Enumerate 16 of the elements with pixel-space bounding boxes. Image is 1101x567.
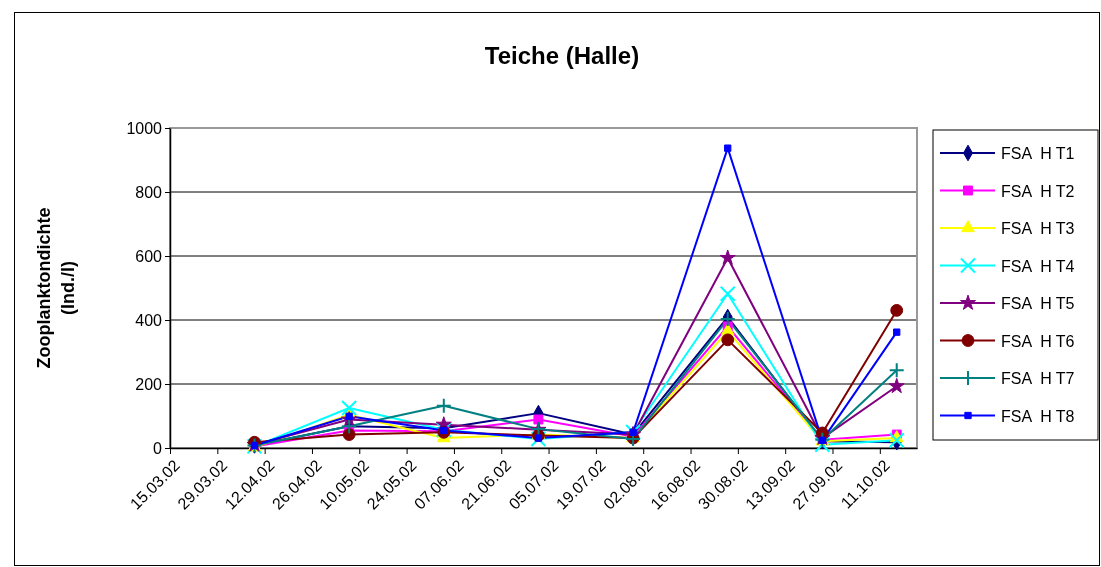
- y-tick-label: 200: [135, 375, 163, 393]
- y-tick-label: 600: [135, 247, 163, 265]
- legend-label: FSA H T5: [1001, 295, 1075, 312]
- legend-label: FSA H T4: [1001, 257, 1075, 275]
- y-axis-title: Zooplanktondichte (Ind./l): [34, 207, 78, 369]
- y-tick-label: 1000: [126, 119, 163, 137]
- chart-title: Teiche (Halle): [484, 42, 640, 69]
- legend-label: FSA H T7: [1001, 370, 1075, 387]
- y-tick-label: 0: [153, 439, 163, 457]
- legend-label: FSA H T6: [1001, 332, 1075, 350]
- legend-label: FSA H T2: [1001, 182, 1075, 200]
- legend-label: FSA H T1: [1001, 145, 1075, 162]
- legend-label: FSA H T3: [1001, 220, 1075, 237]
- y-tick-label: 800: [135, 183, 163, 201]
- y-tick-label: 400: [135, 311, 163, 329]
- legend-label: FSA H T8: [1001, 407, 1075, 425]
